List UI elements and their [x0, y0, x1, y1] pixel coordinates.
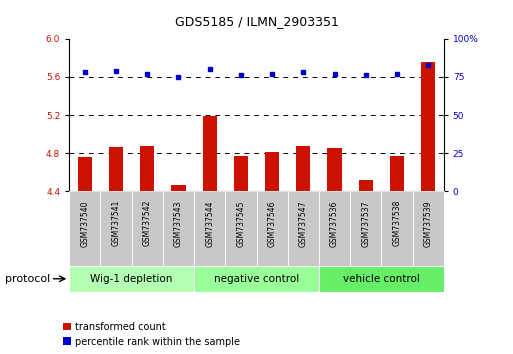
Text: GSM737547: GSM737547 — [299, 200, 308, 247]
Text: GSM737538: GSM737538 — [392, 200, 402, 246]
Text: GSM737544: GSM737544 — [205, 200, 214, 247]
Text: negative control: negative control — [214, 274, 299, 284]
Bar — [390, 156, 404, 191]
Bar — [171, 185, 186, 191]
Bar — [421, 62, 435, 191]
Text: protocol: protocol — [5, 274, 50, 284]
Text: Wig-1 depletion: Wig-1 depletion — [90, 274, 173, 284]
Bar — [78, 157, 92, 191]
Bar — [194, 266, 319, 292]
Text: GSM737541: GSM737541 — [111, 200, 121, 246]
Text: GSM737536: GSM737536 — [330, 200, 339, 247]
Text: vehicle control: vehicle control — [343, 274, 420, 284]
Text: GSM737537: GSM737537 — [361, 200, 370, 247]
Legend: transformed count, percentile rank within the sample: transformed count, percentile rank withi… — [59, 318, 244, 350]
Bar — [203, 116, 216, 191]
Bar — [109, 147, 123, 191]
Bar — [265, 152, 279, 191]
Bar — [140, 147, 154, 191]
Text: GSM737542: GSM737542 — [143, 200, 152, 246]
Bar — [359, 180, 373, 191]
Text: GSM737546: GSM737546 — [268, 200, 277, 247]
Text: GSM737543: GSM737543 — [174, 200, 183, 247]
Bar — [297, 147, 310, 191]
Bar — [69, 266, 194, 292]
Bar — [319, 266, 444, 292]
Bar — [234, 156, 248, 191]
Text: GSM737540: GSM737540 — [81, 200, 89, 247]
Bar — [327, 148, 342, 191]
Text: GSM737545: GSM737545 — [236, 200, 245, 247]
Text: GSM737539: GSM737539 — [424, 200, 432, 247]
Text: GDS5185 / ILMN_2903351: GDS5185 / ILMN_2903351 — [174, 15, 339, 28]
